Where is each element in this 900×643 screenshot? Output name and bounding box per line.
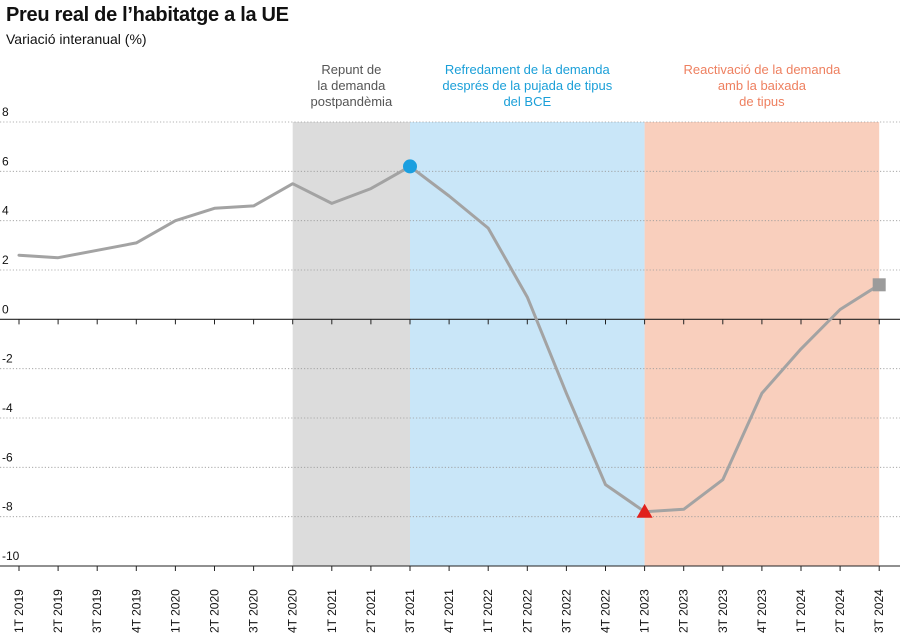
chart-subtitle: Variació interanual (%) <box>6 31 147 47</box>
y-tick-label: -8 <box>2 500 13 514</box>
chart-title: Preu real de l’habitatge a la UE <box>6 4 289 26</box>
x-tick-label: 4T 2019 <box>129 589 143 633</box>
series-line <box>17 164 881 514</box>
x-tick-label: 1T 2019 <box>12 589 26 633</box>
x-tick-label: 2T 2021 <box>364 589 378 633</box>
band-label-salmon: Reactivació de la demanda amb la baixada d… <box>683 62 841 109</box>
y-tick-label: 8 <box>2 105 9 119</box>
series <box>17 164 881 514</box>
x-tick-label: 3T 2022 <box>559 589 573 633</box>
band-label-line: postpandèmia <box>311 94 393 109</box>
y-tick-label: 0 <box>2 302 9 316</box>
x-tick-label: 2T 2023 <box>677 589 691 633</box>
band-label-line: Repunt de <box>321 62 381 77</box>
x-tick-label: 2T 2020 <box>208 589 222 633</box>
x-tick-label: 1T 2021 <box>325 589 339 633</box>
y-tick-label: -10 <box>2 549 20 563</box>
band-label-blue: Refredament de la demanda després de la p… <box>442 62 612 109</box>
last-value-marker <box>872 278 886 292</box>
band-label-line: Refredament de la demanda <box>445 62 611 77</box>
trough-marker <box>636 503 653 518</box>
x-tick-label: 2T 2022 <box>520 589 534 633</box>
y-tick-label: -4 <box>2 401 13 415</box>
band-label-line: del BCE <box>503 94 551 109</box>
x-tick-label: 3T 2020 <box>247 589 261 633</box>
markers <box>403 159 886 518</box>
peak-marker <box>403 159 417 174</box>
band-label-line: la demanda <box>317 78 386 93</box>
x-tick-label: 1T 2022 <box>481 589 495 633</box>
x-tick-label: 2T 2019 <box>51 589 65 633</box>
band-salmon <box>644 122 880 566</box>
y-tick-label: -6 <box>2 450 13 464</box>
y-tick-label: 4 <box>2 204 9 218</box>
x-tick-label: 4T 2020 <box>286 589 300 633</box>
x-tick-label: 3T 2024 <box>872 589 886 633</box>
x-tick-label: 4T 2021 <box>442 589 456 633</box>
band-label-line: amb la baixada <box>718 78 807 93</box>
x-tick-label: 3T 2021 <box>403 589 417 633</box>
x-tick-label: 1T 2023 <box>638 589 652 633</box>
band-label-line: de tipus <box>739 94 785 109</box>
axes: 1T 2019 2T 2019 3T 2019 4T 2019 1T 2020 2T 20… <box>0 318 900 633</box>
x-tick-label: 1T 2024 <box>794 589 808 633</box>
band-blue <box>410 122 645 566</box>
y-tick-label: 6 <box>2 154 9 168</box>
x-tick-label: 2T 2024 <box>833 589 847 633</box>
y-tick-label: -2 <box>2 352 13 366</box>
band-label-line: Reactivació de la demanda <box>683 62 841 77</box>
x-tick-label: 4T 2022 <box>599 589 613 633</box>
y-tick-label: 2 <box>2 253 9 267</box>
band-label-gray: Repunt de la demanda postpandèmia <box>311 62 393 109</box>
band-gray <box>292 122 410 566</box>
shaded-periods: Repunt de la demanda postpandèmia Refredame… <box>292 62 880 566</box>
x-tick-label: 4T 2023 <box>755 589 769 633</box>
x-tick-label: 1T 2020 <box>168 589 182 633</box>
x-tick-label: 3T 2019 <box>90 589 104 633</box>
x-tick-label: 3T 2023 <box>716 589 730 633</box>
band-label-line: després de la pujada de tipus <box>442 78 612 93</box>
